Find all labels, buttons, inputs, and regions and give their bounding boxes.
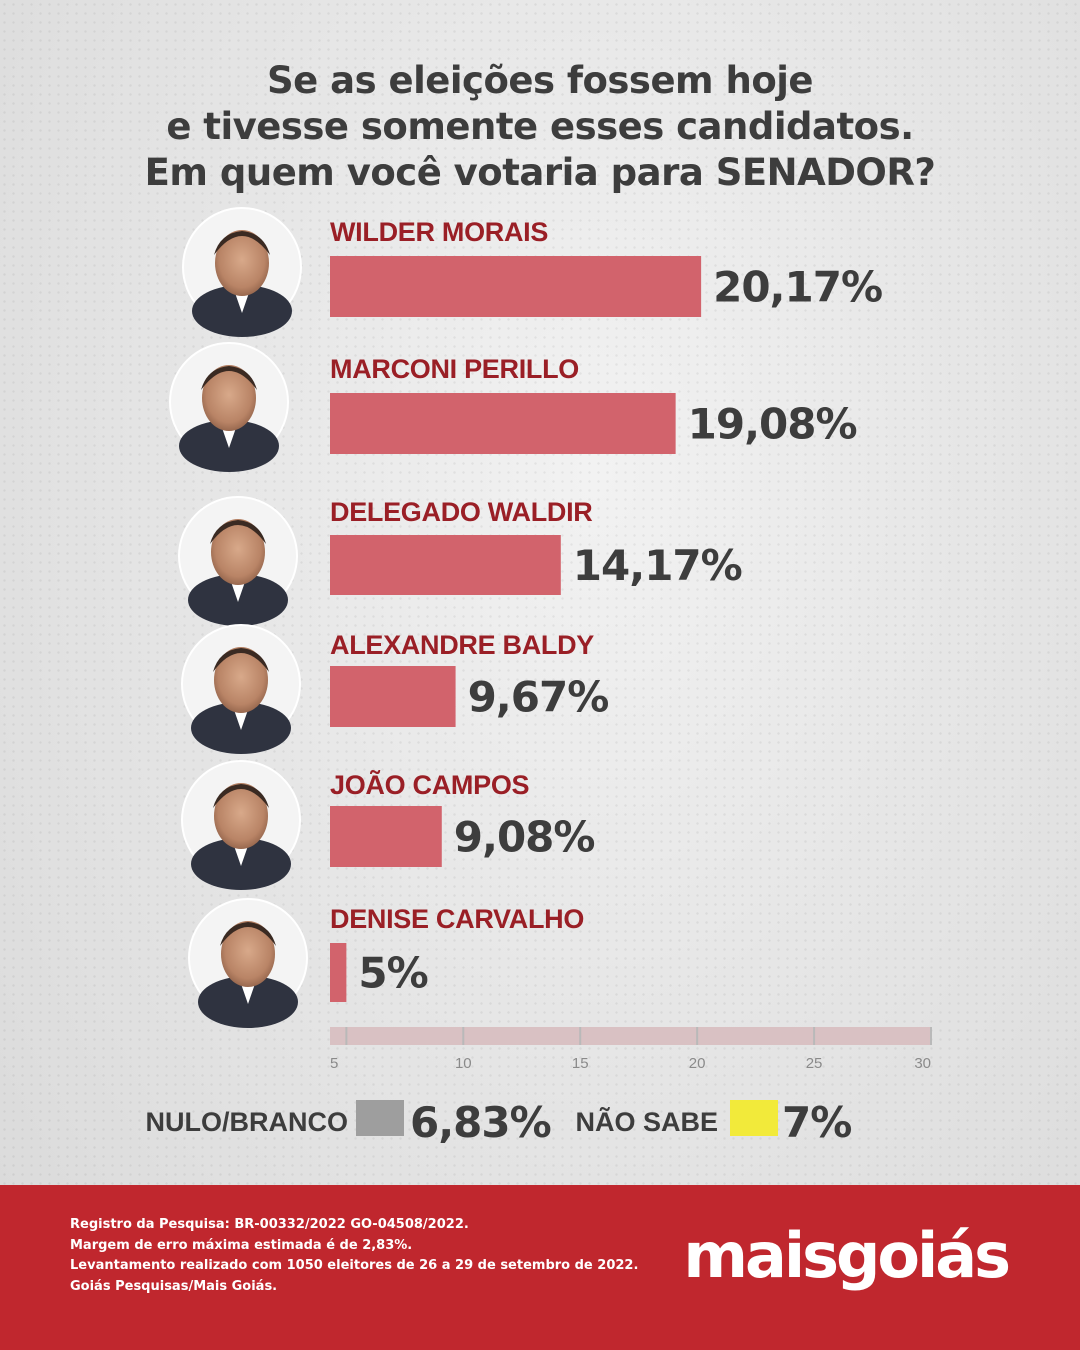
note-fonte: Goiás Pesquisas/Mais Goiás. <box>70 1278 278 1294</box>
avatar-delegado-waldir <box>178 496 298 626</box>
candidate-name-joao-campos: JOÃO CAMPOS <box>330 769 529 800</box>
note-margem: Margem de erro máxima estimada é de 2,83… <box>70 1237 413 1253</box>
title-line-2: e tivesse somente esses candidatos. <box>166 105 914 148</box>
bar-denise-carvalho <box>330 943 347 1002</box>
x-axis: 5 10 15 20 25 30 <box>330 1027 932 1072</box>
tick-label-15: 15 <box>572 1055 589 1072</box>
avatar-wilder-morais <box>182 207 302 337</box>
maisgoias-logo: maisgoiás <box>683 1219 1011 1292</box>
axis-track <box>330 1027 931 1045</box>
candidate-name-denise-carvalho: DENISE CARVALHO <box>330 904 584 934</box>
tick-label-5: 5 <box>330 1055 338 1072</box>
title-line-3: Em quem você votaria para SENADOR? <box>144 151 936 194</box>
legend-label-nulo-branco: NULO/BRANCO <box>146 1107 349 1137</box>
candidate-name-delegado-waldir: DELEGADO WALDIR <box>330 497 593 527</box>
candidate-name-marconi-perillo: MARCONI PERILLO <box>330 354 579 384</box>
candidate-name-alexandre-baldy: ALEXANDRE BALDY <box>330 630 594 660</box>
avatar-alexandre-baldy <box>181 624 301 754</box>
legend: NULO/BRANCO 6,83% NÃO SABE 7% <box>146 1098 853 1147</box>
candidate-photos <box>169 207 308 1028</box>
chart-title: Se as eleições fossem hoje e tivesse som… <box>0 58 1080 196</box>
footer: Registro da Pesquisa: BR-00332/2022 GO-0… <box>0 1185 1080 1350</box>
avatar-joao-campos <box>181 760 301 890</box>
legend-value-nao-sabe: 7% <box>782 1098 851 1147</box>
bar-joao-campos <box>330 806 442 867</box>
bar-marconi-perillo <box>330 393 676 454</box>
bars-group: WILDER MORAIS 20,17% MARCONI PERILLO 19,08%… <box>330 217 883 1002</box>
tick-label-10: 10 <box>455 1055 472 1072</box>
value-label-marconi-perillo: 19,08% <box>688 400 857 449</box>
avatar-marconi-perillo <box>169 342 289 472</box>
bar-alexandre-baldy <box>330 666 456 727</box>
bar-chart: WILDER MORAIS 20,17% MARCONI PERILLO 19,08%… <box>146 207 932 1147</box>
value-label-wilder-morais: 20,17% <box>713 263 882 312</box>
title-line-1: Se as eleições fossem hoje <box>266 59 814 102</box>
candidate-name-wilder-morais: WILDER MORAIS <box>330 217 548 247</box>
value-label-denise-carvalho: 5% <box>358 949 427 998</box>
value-label-alexandre-baldy: 9,67% <box>468 673 609 722</box>
legend-label-nao-sabe: NÃO SABE <box>575 1106 718 1137</box>
note-registro: Registro da Pesquisa: BR-00332/2022 GO-0… <box>70 1217 469 1232</box>
tick-label-30: 30 <box>914 1055 931 1072</box>
value-label-joao-campos: 9,08% <box>454 813 595 862</box>
note-levantamento: Levantamento realizado com 1050 eleitore… <box>70 1258 639 1273</box>
bar-wilder-morais <box>330 256 702 317</box>
tick-label-25: 25 <box>806 1055 823 1072</box>
legend-swatch-nao-sabe <box>730 1100 778 1136</box>
footer-notes: Registro da Pesquisa: BR-00332/2022 GO-0… <box>70 1215 638 1297</box>
legend-value-nulo-branco: 6,83% <box>410 1098 551 1147</box>
tick-label-20: 20 <box>689 1055 706 1072</box>
value-label-delegado-waldir: 14,17% <box>573 541 742 590</box>
legend-swatch-nulo-branco <box>356 1100 404 1136</box>
bar-delegado-waldir <box>330 535 561 595</box>
avatar-denise-carvalho <box>188 898 308 1028</box>
